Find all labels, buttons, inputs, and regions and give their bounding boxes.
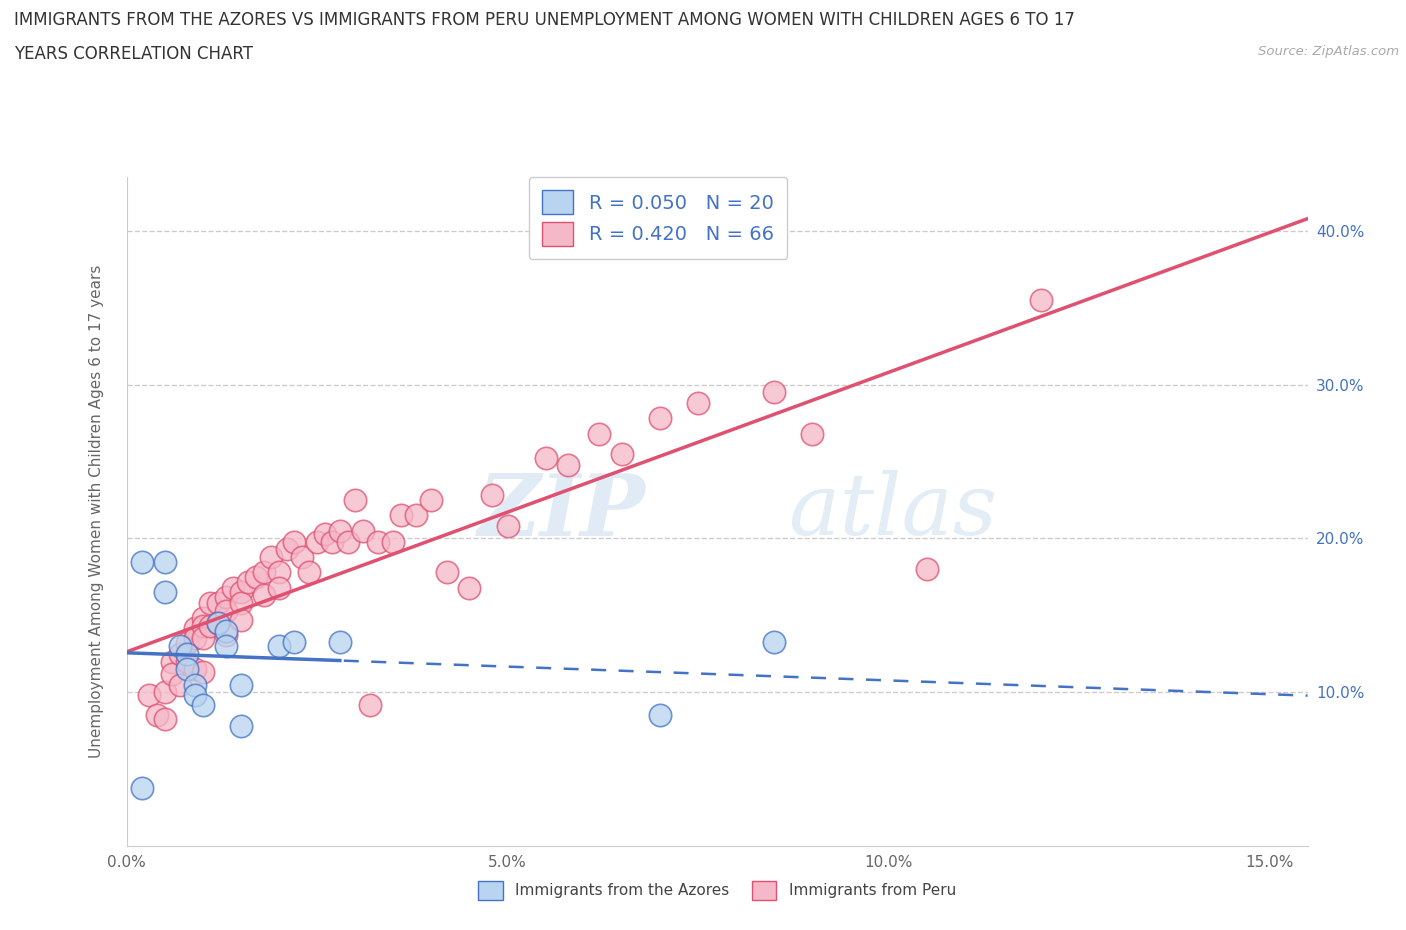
Point bbox=[153, 711, 176, 726]
Point bbox=[245, 569, 267, 584]
Point bbox=[367, 534, 389, 549]
Point bbox=[191, 631, 214, 646]
Point bbox=[184, 677, 207, 692]
Text: ZIP: ZIP bbox=[478, 470, 647, 553]
Point bbox=[146, 708, 169, 723]
Text: Source: ZipAtlas.com: Source: ZipAtlas.com bbox=[1258, 45, 1399, 58]
Point bbox=[763, 634, 786, 649]
Point bbox=[184, 688, 207, 703]
Point bbox=[557, 458, 579, 472]
Point bbox=[283, 534, 305, 549]
Point bbox=[260, 550, 283, 565]
Legend: Immigrants from the Azores, Immigrants from Peru: Immigrants from the Azores, Immigrants f… bbox=[472, 875, 962, 906]
Point bbox=[405, 508, 427, 523]
Point bbox=[229, 613, 252, 628]
Point bbox=[298, 565, 321, 579]
Point bbox=[321, 534, 343, 549]
Point bbox=[176, 654, 198, 669]
Point bbox=[329, 524, 352, 538]
Point bbox=[238, 574, 260, 589]
Point bbox=[176, 662, 198, 677]
Point bbox=[481, 488, 503, 503]
Point bbox=[191, 698, 214, 712]
Point bbox=[458, 580, 481, 595]
Point bbox=[207, 595, 229, 610]
Point bbox=[389, 508, 412, 523]
Point bbox=[610, 446, 633, 461]
Point bbox=[420, 493, 443, 508]
Point bbox=[648, 411, 671, 426]
Point bbox=[176, 646, 198, 661]
Point bbox=[253, 565, 276, 579]
Point bbox=[162, 654, 184, 669]
Point bbox=[344, 493, 367, 508]
Point bbox=[314, 526, 336, 541]
Point bbox=[214, 639, 236, 654]
Point bbox=[207, 616, 229, 631]
Point bbox=[763, 385, 786, 400]
Point bbox=[169, 677, 191, 692]
Point bbox=[191, 611, 214, 626]
Point bbox=[801, 426, 824, 441]
Point bbox=[162, 667, 184, 682]
Point bbox=[276, 542, 298, 557]
Text: atlas: atlas bbox=[787, 471, 997, 552]
Point bbox=[382, 534, 405, 549]
Point bbox=[184, 662, 207, 677]
Point bbox=[153, 684, 176, 699]
Point bbox=[229, 677, 252, 692]
Point bbox=[915, 562, 938, 577]
Point bbox=[267, 565, 290, 579]
Point bbox=[253, 588, 276, 603]
Point bbox=[436, 565, 458, 579]
Point bbox=[191, 665, 214, 680]
Point bbox=[329, 634, 352, 649]
Point bbox=[305, 534, 328, 549]
Point bbox=[184, 631, 207, 646]
Point bbox=[534, 451, 557, 466]
Point bbox=[648, 708, 671, 723]
Point bbox=[214, 590, 236, 604]
Point bbox=[131, 780, 153, 795]
Point bbox=[138, 688, 160, 703]
Point bbox=[176, 636, 198, 651]
Point bbox=[588, 426, 610, 441]
Point bbox=[214, 604, 236, 618]
Point bbox=[169, 646, 191, 661]
Point bbox=[229, 595, 252, 610]
Point bbox=[283, 634, 305, 649]
Point bbox=[200, 618, 222, 633]
Point bbox=[267, 639, 290, 654]
Point bbox=[229, 585, 252, 600]
Point bbox=[207, 616, 229, 631]
Y-axis label: Unemployment Among Women with Children Ages 6 to 17 years: Unemployment Among Women with Children A… bbox=[90, 265, 104, 758]
Point bbox=[191, 618, 214, 633]
Point bbox=[336, 534, 359, 549]
Point bbox=[291, 550, 314, 565]
Point bbox=[214, 628, 236, 643]
Point bbox=[352, 524, 374, 538]
Point bbox=[686, 395, 709, 410]
Point bbox=[153, 554, 176, 569]
Point bbox=[359, 698, 381, 712]
Point bbox=[153, 585, 176, 600]
Point bbox=[229, 719, 252, 734]
Text: YEARS CORRELATION CHART: YEARS CORRELATION CHART bbox=[14, 45, 253, 62]
Point bbox=[131, 554, 153, 569]
Point bbox=[184, 620, 207, 635]
Point bbox=[267, 580, 290, 595]
Point bbox=[214, 623, 236, 638]
Point bbox=[200, 595, 222, 610]
Point bbox=[222, 580, 245, 595]
Text: IMMIGRANTS FROM THE AZORES VS IMMIGRANTS FROM PERU UNEMPLOYMENT AMONG WOMEN WITH: IMMIGRANTS FROM THE AZORES VS IMMIGRANTS… bbox=[14, 11, 1076, 29]
Point bbox=[169, 639, 191, 654]
Point bbox=[1029, 292, 1052, 307]
Point bbox=[496, 519, 519, 534]
